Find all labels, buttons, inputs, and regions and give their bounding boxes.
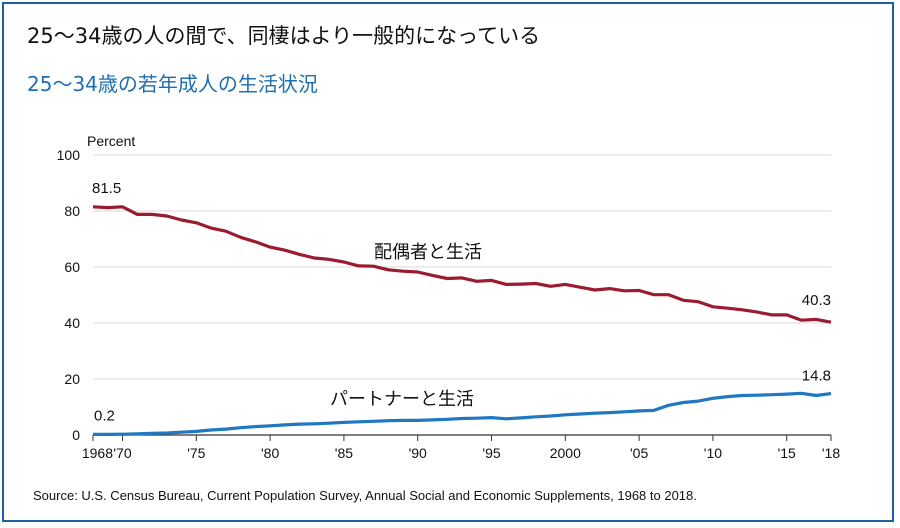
x-tick-label: 2000 (550, 445, 581, 461)
x-tick-label: 1968 (82, 445, 113, 461)
x-axis-ticks: 1968'70 '75 '80 '85 '90 '95 2000 '05 '10 '15 '18 (82, 435, 840, 461)
gridlines (93, 154, 831, 436)
partner-line (93, 391, 832, 436)
spouse-line (92, 205, 832, 324)
y-axis-ticks: 0 20 40 60 80 100 (57, 147, 81, 443)
x-tick-label: '95 (482, 445, 500, 461)
x-tick-label: '15 (778, 445, 796, 461)
y-tick-label: 40 (64, 315, 80, 331)
x-tick-label: '90 (409, 445, 427, 461)
series-label-partner: パートナーと生活 (330, 389, 474, 410)
data-label-spouse-end: 40.3 (802, 292, 831, 309)
chart-subtitle: 25～34歳の若年成人の生活状況 (27, 72, 318, 96)
data-label-partner-end: 14.8 (802, 368, 831, 385)
data-labels: 81.5 40.3 0.2 14.8 (92, 180, 831, 425)
x-tick-label: '10 (704, 445, 722, 461)
chart-title: 25～34歳の人の間で、同棲はより一般的になっている (27, 24, 541, 48)
y-tick-label: 60 (64, 259, 80, 275)
y-tick-label: 0 (72, 427, 80, 443)
series-lines (92, 205, 832, 436)
data-label-partner-start: 0.2 (94, 407, 115, 424)
y-tick-label: 80 (64, 203, 80, 219)
y-axis-label: Percent (87, 133, 135, 149)
x-tick-label: '18 (822, 445, 840, 461)
x-tick-label: '75 (187, 445, 205, 461)
data-label-spouse-start: 81.5 (92, 180, 121, 197)
source-note: Source: U.S. Census Bureau, Current Popu… (33, 488, 697, 503)
series-label-spouse: 配偶者と生活 (374, 242, 482, 263)
x-tick-label: '70 (113, 445, 131, 461)
y-tick-label: 20 (64, 371, 80, 387)
y-tick-label: 100 (57, 147, 81, 163)
x-tick-label: '05 (630, 445, 648, 461)
x-tick-label: '80 (261, 445, 279, 461)
x-tick-label: '85 (335, 445, 353, 461)
